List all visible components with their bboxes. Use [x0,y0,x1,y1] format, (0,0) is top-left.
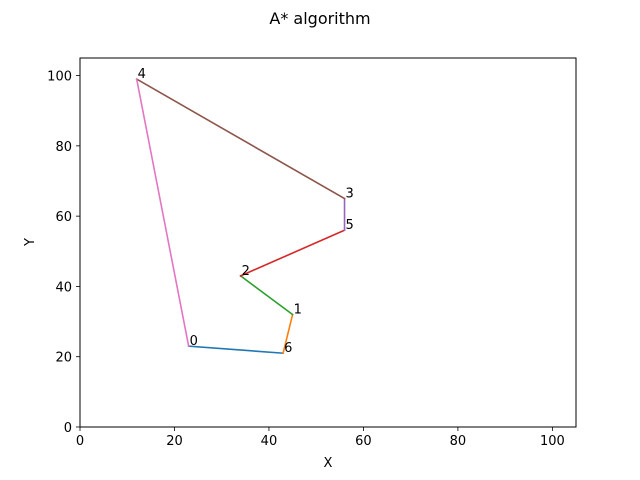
point-label-3: 3 [346,187,354,202]
path-segment-1-2 [239,274,294,316]
x-tick-label: 100 [540,434,565,449]
path-segment-4-0 [135,78,190,348]
x-tick-label: 40 [261,434,278,449]
path-segment-6-1 [282,313,294,355]
y-tick-label: 0 [64,421,72,436]
point-label-6: 6 [284,341,292,356]
plot-frame [79,57,577,428]
path-segment-3-4 [135,77,346,200]
path-segment-2-5 [239,229,346,277]
y-axis-label: Y [23,238,38,247]
point-label-1: 1 [294,303,302,318]
x-tick-label: 80 [450,434,467,449]
point-label-0: 0 [190,334,198,349]
point-labels: 0 1 2 3 4 5 6 [138,67,354,356]
path-segments [135,77,346,355]
point-label-5: 5 [346,218,354,233]
y-tick-label: 40 [55,280,72,295]
y-tick-label: 20 [55,351,72,366]
y-tick-label: 80 [55,140,72,155]
point-label-2: 2 [242,264,250,279]
x-tick-label: 20 [166,434,183,449]
point-label-4: 4 [138,67,146,82]
chart-title: A* algorithm [269,9,370,28]
x-axis-label: X [324,456,333,471]
x-tick-label: 0 [76,434,84,449]
x-tick-label: 60 [355,434,372,449]
y-tick-label: 60 [55,210,72,225]
y-tick-label: 100 [47,70,72,85]
path-segment-0-6 [187,345,284,355]
